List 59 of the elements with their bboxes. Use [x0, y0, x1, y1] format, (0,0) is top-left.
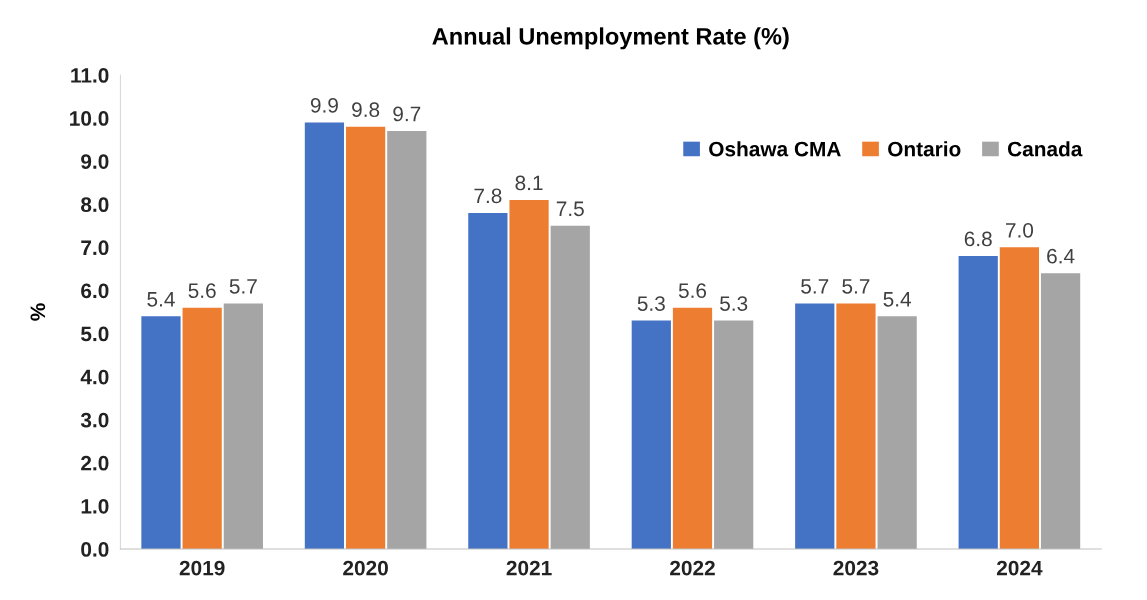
- x-tick-label: 2020: [343, 560, 388, 576]
- y-tick-label: 4.0: [80, 369, 109, 385]
- data-label: 6.4: [1047, 248, 1075, 264]
- y-tick-label: 9.0: [81, 154, 109, 169]
- bar: [387, 131, 427, 549]
- bar: [714, 320, 754, 549]
- bar: [836, 303, 876, 549]
- legend-label: Oshawa CMA: [709, 141, 841, 157]
- bar: [468, 212, 508, 549]
- x-tick-label: 2019: [179, 560, 225, 576]
- data-label: 5.4: [147, 292, 175, 307]
- bar: [999, 247, 1040, 549]
- legend-label: Canada: [1007, 141, 1083, 157]
- bar: [182, 307, 222, 549]
- y-tick-label: 0.0: [81, 542, 109, 557]
- data-label: 5.7: [842, 279, 870, 294]
- y-tick-label: 11.0: [71, 68, 109, 83]
- bar: [631, 320, 671, 549]
- data-label: 6.8: [964, 231, 992, 247]
- x-tick-label: 2022: [670, 560, 715, 576]
- y-tick-label: 8.0: [81, 197, 109, 213]
- x-tick-label: 2023: [833, 560, 879, 576]
- x-tick-label: 2021: [506, 560, 552, 576]
- data-label: 5.4: [883, 292, 912, 307]
- bar: [550, 225, 590, 549]
- y-tick-label: 2.0: [81, 455, 109, 471]
- data-label: 5.6: [678, 283, 707, 299]
- data-label: 9.7: [393, 106, 421, 122]
- bar: [141, 316, 181, 549]
- bar: [958, 255, 998, 549]
- y-tick-label: 3.0: [80, 412, 109, 428]
- bar: [509, 199, 549, 549]
- bar: [877, 316, 917, 549]
- y-tick-label: 5.0: [81, 326, 109, 342]
- data-label: 9.9: [310, 97, 338, 113]
- data-label: 5.3: [720, 296, 748, 311]
- data-label: 5.7: [229, 279, 257, 294]
- y-axis-title: %: [30, 303, 46, 321]
- bar: [672, 307, 713, 549]
- data-label: 7.8: [474, 188, 502, 204]
- bar: [304, 122, 345, 549]
- bar: [223, 303, 263, 549]
- data-label: 5.6: [188, 283, 216, 299]
- data-label: 9.8: [352, 102, 380, 118]
- data-label: 5.3: [637, 296, 665, 311]
- data-label: 7.0: [1005, 222, 1034, 238]
- legend-label: Ontario: [888, 141, 961, 157]
- data-label: 7.5: [556, 201, 584, 217]
- y-tick-label: 1.0: [81, 498, 109, 514]
- y-tick-label: 6.0: [81, 283, 109, 299]
- bar: [345, 126, 386, 549]
- x-tick-label: 2024: [996, 560, 1043, 576]
- data-label: 8.1: [515, 175, 543, 191]
- y-tick-label: 7.0: [81, 240, 109, 256]
- bar: [795, 303, 835, 549]
- data-label: 5.7: [801, 279, 829, 294]
- bar: [1040, 273, 1081, 549]
- y-tick-label: 10.0: [70, 111, 109, 126]
- chart-title: Annual Unemployment Rate (%): [432, 27, 789, 50]
